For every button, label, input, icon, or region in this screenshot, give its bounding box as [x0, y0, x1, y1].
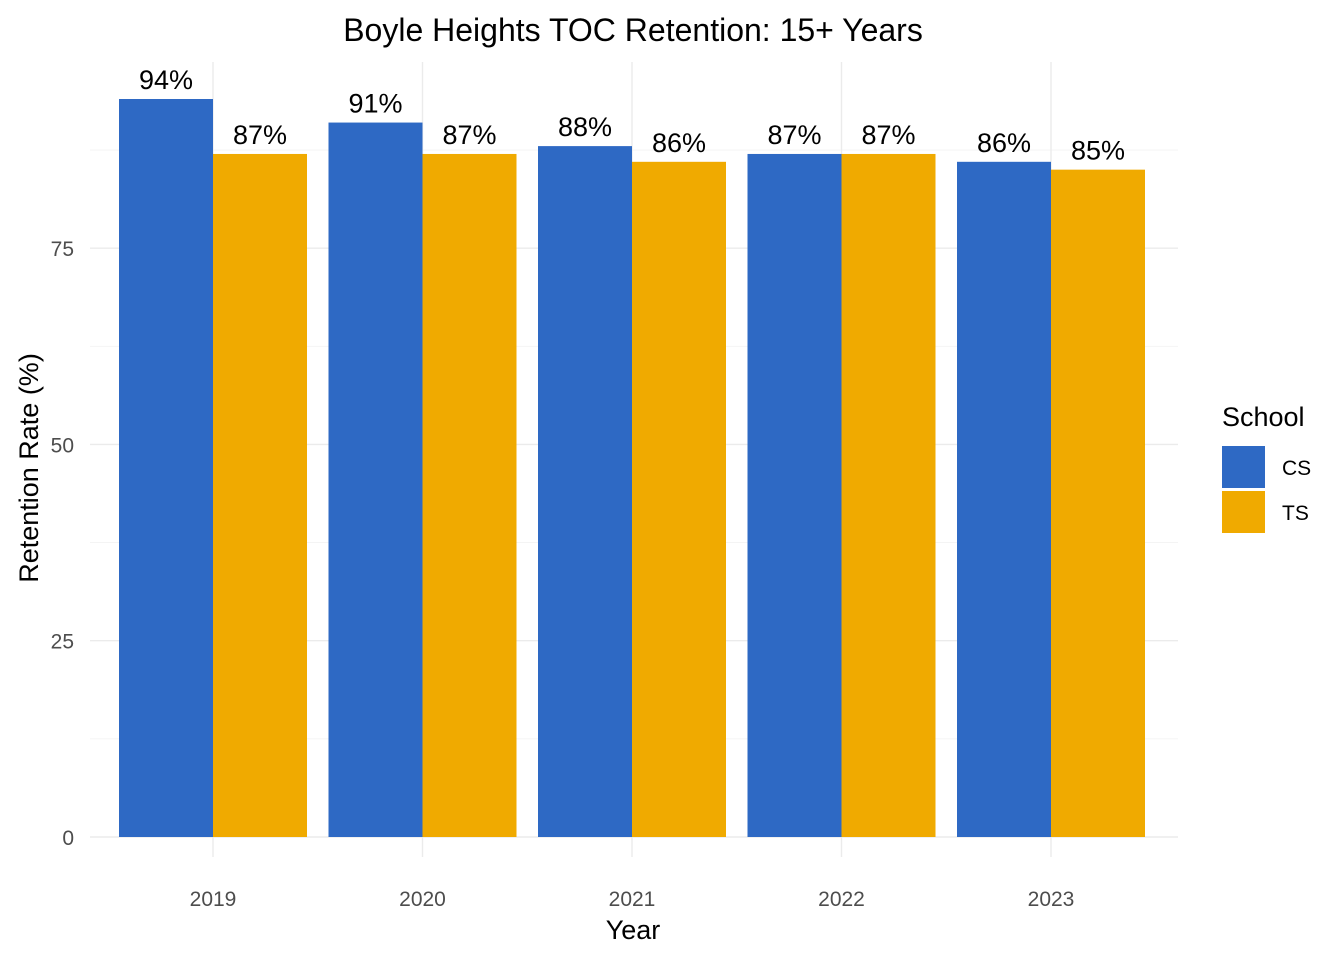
bar-cs-2022	[747, 153, 842, 837]
chart-title: Boyle Heights TOC Retention: 15+ Years	[343, 12, 923, 48]
data-label: 86%	[977, 128, 1031, 158]
data-label: 94%	[139, 65, 193, 95]
data-label: 86%	[652, 128, 706, 158]
bar-ts-2023	[1051, 169, 1145, 838]
y-axis-ticks: 0 25 50 75	[51, 238, 74, 850]
data-label: 91%	[348, 89, 402, 119]
bar-ts-2020	[422, 153, 517, 837]
x-tick-label: 2020	[399, 888, 446, 911]
data-label: 87%	[233, 120, 287, 150]
legend-key-cs	[1222, 446, 1265, 488]
x-tick-label: 2022	[818, 888, 865, 911]
data-label: 87%	[442, 120, 496, 150]
bar-ts-2021	[632, 161, 726, 837]
bar-ts-2019	[213, 153, 307, 837]
x-tick-label: 2021	[609, 888, 656, 911]
y-tick-label: 50	[51, 434, 74, 457]
bar-ts-2022	[841, 153, 936, 837]
bar-cs-2019	[119, 99, 213, 837]
x-tick-label: 2019	[190, 888, 237, 911]
bar-cs-2023	[957, 161, 1051, 837]
legend: School CS TS	[1222, 402, 1311, 533]
x-axis-ticks: 2019 2020 2021 2022 2023	[190, 888, 1075, 911]
y-tick-label: 25	[51, 631, 74, 654]
legend-label: CS	[1282, 457, 1311, 480]
bar-cs-2021	[538, 146, 632, 837]
x-axis-title: Year	[606, 915, 661, 945]
legend-label: TS	[1282, 502, 1309, 525]
data-label: 85%	[1071, 136, 1125, 166]
x-tick-label: 2023	[1028, 888, 1075, 911]
legend-title: School	[1222, 402, 1305, 432]
data-label: 88%	[558, 112, 612, 142]
y-tick-label: 75	[51, 238, 74, 261]
bars	[119, 99, 1145, 838]
data-label: 87%	[767, 120, 821, 150]
data-label: 87%	[861, 120, 915, 150]
y-axis-title: Retention Rate (%)	[14, 353, 44, 583]
y-tick-label: 0	[62, 827, 74, 850]
data-labels: 94% 87% 91% 87% 88% 86% 87% 87% 86% 85%	[139, 65, 1125, 166]
bar-cs-2020	[328, 122, 423, 837]
legend-key-ts	[1222, 491, 1265, 533]
